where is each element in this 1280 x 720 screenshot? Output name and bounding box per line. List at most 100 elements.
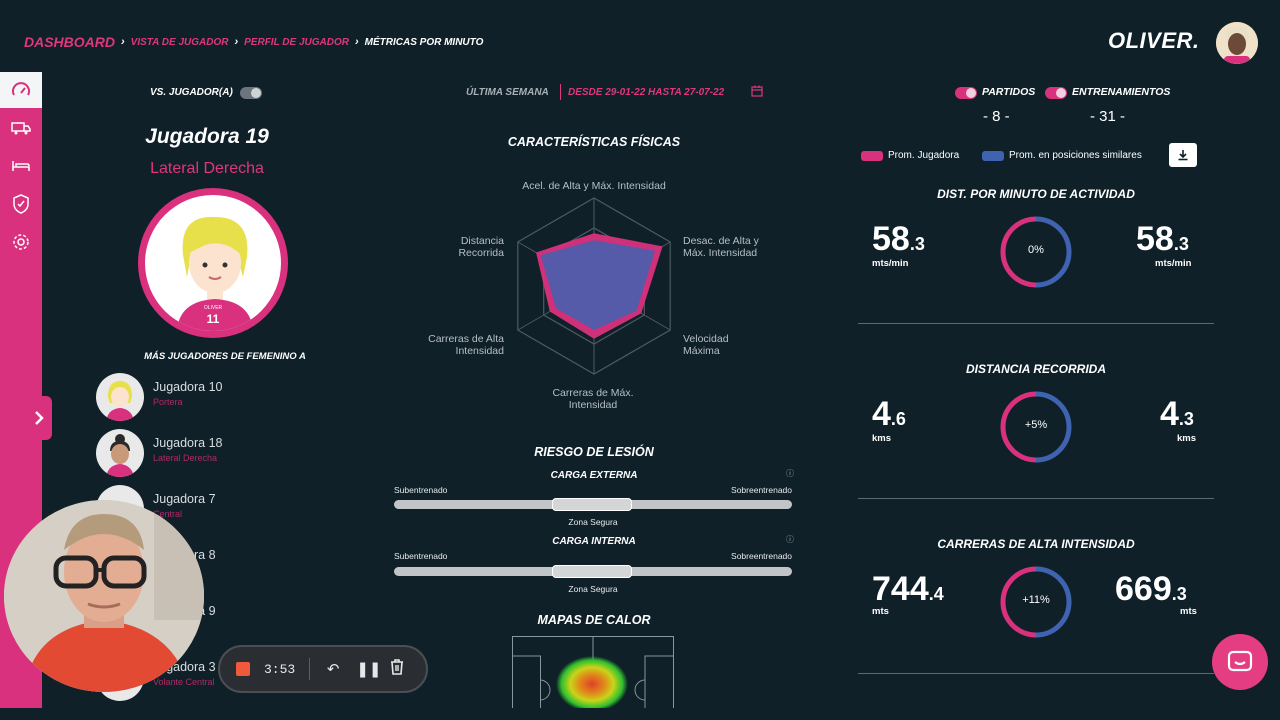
metric-right-unit: mts/min (1155, 258, 1192, 269)
trainings-count: - 31 - (1090, 108, 1126, 125)
avatar (96, 373, 144, 421)
metric-title-high-runs: CARRERAS DE ALTA INTENSIDAD (937, 537, 1135, 551)
radar-label-vmax: Velocidad Máxima (683, 333, 729, 357)
metric-left-value: 744.4 (872, 570, 944, 608)
avatar (96, 429, 144, 477)
internal-load-title: CARGA INTERNA (552, 536, 636, 547)
metric-right-unit: mts (1180, 606, 1197, 617)
date-range[interactable]: DESDE 29-01-22 HASTA 27-07-22 (568, 87, 725, 98)
metric-right-value: 58.3 (1136, 220, 1189, 258)
breadcrumb-perfil-jugador[interactable]: PERFIL DE JUGADOR (244, 36, 349, 48)
radar-label-distance: Distancia Recorrida (458, 235, 504, 259)
period-week-label[interactable]: ÚLTIMA SEMANA (466, 87, 549, 98)
radar-label-high-runs: Carreras de Alta Intensidad (428, 333, 504, 357)
metric-ring: 0% (999, 215, 1073, 289)
player-name: Jugadora 19 (145, 125, 269, 148)
metric-left-unit: mts (872, 606, 889, 617)
speedometer-icon (12, 82, 30, 96)
vs-player-label: VS. JUGADOR(A) (150, 87, 233, 98)
metric-ring: +5% (999, 390, 1073, 464)
external-load-center: Zona Segura (568, 517, 618, 527)
info-icon[interactable]: ⓘ (786, 535, 794, 544)
legend-similar-swatch (982, 151, 1004, 161)
undo-icon[interactable]: ↶ (326, 661, 340, 678)
shield-icon (13, 194, 29, 214)
sidebar-expand-button[interactable] (26, 396, 52, 440)
external-load-title: CARGA EXTERNA (550, 470, 638, 481)
list-item[interactable]: Jugadora 10 Portera (96, 373, 296, 421)
legend-player-label: Prom. Jugadora (888, 150, 960, 161)
stop-recording-button[interactable] (236, 662, 250, 676)
matches-label: PARTIDOS (982, 86, 1036, 98)
truck-icon (11, 122, 31, 135)
vs-player-toggle[interactable] (240, 87, 262, 99)
heatmap-title: MAPAS DE CALOR (537, 613, 651, 627)
external-load-slider[interactable] (394, 498, 792, 511)
internal-load-left: Subentrenado (394, 551, 448, 561)
gear-icon (13, 234, 29, 250)
player-list-name: Jugadora 10 (153, 380, 223, 394)
metric-ring-value: +11% (1022, 594, 1050, 606)
breadcrumb-current: MÉTRICAS POR MINUTO (364, 36, 484, 48)
download-icon (1178, 150, 1188, 161)
chevron-right-icon: › (354, 36, 359, 48)
internal-load-right: Sobreentrenado (731, 551, 792, 561)
metric-ring-value: 0% (1028, 244, 1044, 256)
legend-similar-label: Prom. en posiciones similares (1009, 150, 1142, 161)
internal-load-slider[interactable] (394, 565, 792, 578)
matches-toggle[interactable] (955, 87, 977, 99)
sidebar-item-dashboard[interactable] (0, 72, 42, 108)
divider (560, 84, 561, 100)
player-list-role: Volante Central (153, 677, 215, 687)
download-button[interactable] (1169, 143, 1197, 167)
sidebar-item-settings[interactable] (0, 224, 42, 260)
sidebar-item-transport[interactable] (0, 110, 42, 146)
radar-chart (517, 197, 671, 375)
player-list-name: Jugadora 7 (153, 492, 216, 506)
player-list-name: Jugadora 18 (153, 436, 223, 450)
list-item[interactable]: Jugadora 18 Lateral Derecha (96, 429, 296, 477)
metric-left-unit: mts/min (872, 258, 909, 269)
divider (309, 658, 311, 680)
breadcrumb-dashboard[interactable]: DASHBOARD (24, 34, 115, 50)
slider-thumb[interactable] (552, 565, 632, 578)
more-players-title: MÁS JUGADORES DE FEMENINO A (144, 351, 306, 362)
webcam-overlay[interactable] (4, 500, 204, 692)
user-avatar[interactable] (1216, 22, 1258, 64)
chat-button[interactable] (1212, 634, 1268, 690)
calendar-icon[interactable] (751, 85, 763, 97)
matches-count: - 8 - (983, 108, 1010, 125)
injury-title: RIESGO DE LESIÓN (534, 445, 654, 459)
chat-icon (1227, 650, 1253, 672)
chevron-right-icon (35, 411, 44, 425)
breadcrumb-vista-jugador[interactable]: VISTA DE JUGADOR (130, 36, 229, 48)
player-avatar: OLIVER 11 (138, 188, 288, 338)
slider-thumb[interactable] (552, 498, 632, 511)
bed-icon (12, 161, 30, 171)
player-list-role: Lateral Derecha (153, 453, 218, 463)
metric-left-unit: kms (872, 433, 892, 444)
internal-load-center: Zona Segura (568, 584, 618, 594)
metric-ring: +11% (999, 565, 1073, 639)
breadcrumb: DASHBOARD › VISTA DE JUGADOR › PERFIL DE… (24, 34, 483, 50)
chevron-right-icon: › (234, 36, 239, 48)
radar-series-similar (540, 240, 655, 330)
trainings-toggle[interactable] (1045, 87, 1067, 99)
screen-recorder-bar: 3:53 ↶ ❚❚ (218, 645, 428, 693)
info-icon[interactable]: ⓘ (786, 469, 794, 478)
metric-left-value: 4.6 (872, 395, 906, 433)
metric-left-value: 58.3 (872, 220, 925, 258)
trash-icon[interactable] (388, 659, 406, 679)
divider (858, 323, 1214, 324)
trainings-label: ENTRENAMIENTOS (1072, 86, 1171, 98)
pause-icon[interactable]: ❚❚ (356, 661, 382, 678)
player-list-role: Portera (153, 397, 183, 407)
metric-ring-value: +5% (1024, 419, 1048, 431)
recording-time: 3:53 (264, 661, 296, 677)
brand-logo[interactable]: OLIVER. (1108, 28, 1200, 53)
player-list-role: Central (153, 509, 183, 519)
sidebar-item-rest[interactable] (0, 148, 42, 184)
metric-title-distance: DISTANCIA RECORRIDA (966, 362, 1106, 376)
sidebar-item-medical[interactable] (0, 186, 42, 222)
metric-right-value: 669.3 (1115, 570, 1187, 608)
